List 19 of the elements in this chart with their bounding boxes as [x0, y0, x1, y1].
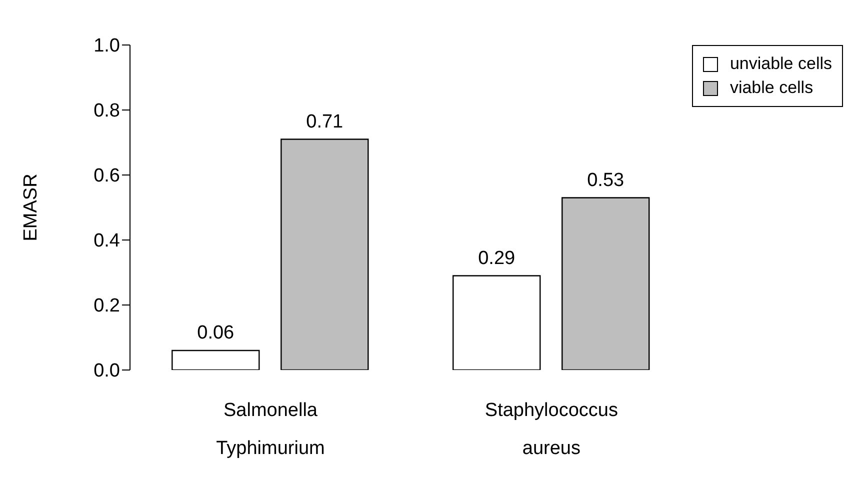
data-label: 0.71	[306, 111, 344, 132]
y-axis-title: EMASR	[20, 174, 42, 242]
y-tick-label: 0.2	[94, 296, 120, 317]
data-label: 0.53	[587, 170, 624, 191]
legend-label: unviable cells	[730, 54, 832, 74]
x-tick-label: Staphylococcus aureus	[484, 400, 618, 459]
bar	[172, 350, 260, 370]
y-tick-label: 0.4	[94, 230, 120, 252]
y-tick-label: 1.0	[94, 36, 120, 57]
legend-label: viable cells	[730, 78, 814, 98]
data-label: 0.29	[478, 248, 516, 269]
bar	[280, 138, 369, 370]
x-tick-label: Salmonella Typhimurium	[216, 400, 325, 459]
y-tick-label: 0.8	[94, 100, 120, 122]
y-tick-label: 0.6	[94, 166, 120, 187]
bar	[452, 275, 541, 370]
data-label: 0.06	[197, 322, 234, 344]
y-tick-label: 0.0	[94, 360, 120, 382]
bar	[562, 197, 650, 370]
